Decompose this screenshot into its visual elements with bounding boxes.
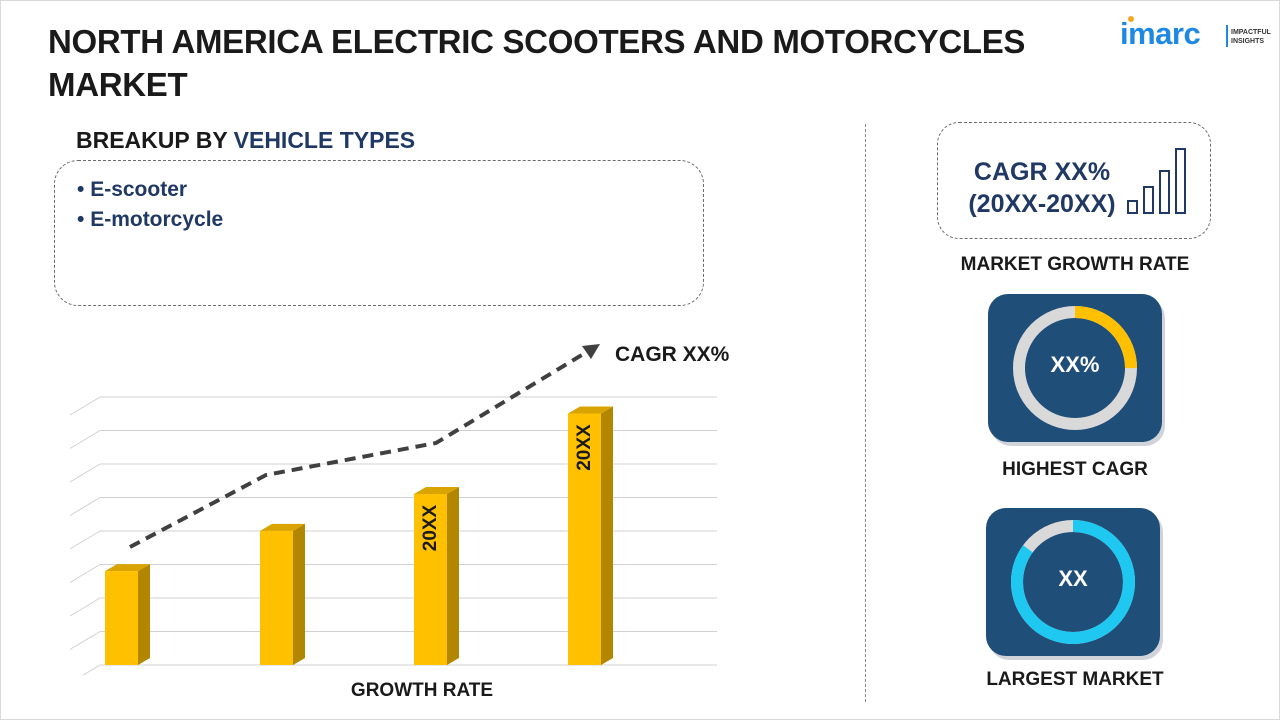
bar-data-label: 20XX bbox=[420, 504, 441, 551]
gridline-depth bbox=[69, 430, 101, 449]
bar-data-label: 20XX bbox=[574, 424, 595, 471]
bar bbox=[414, 494, 447, 665]
bar bbox=[105, 571, 138, 665]
gridline-depth bbox=[69, 631, 101, 650]
market-growth-label: MARKET GROWTH RATE bbox=[960, 254, 1190, 275]
growth-bars-icon bbox=[1127, 148, 1186, 214]
bar-side bbox=[138, 564, 150, 665]
breakup-heading-accent: VEHICLE TYPES bbox=[233, 127, 416, 153]
segment-list: • E-scooter • E-motorcycle bbox=[77, 175, 223, 235]
gridline-depth bbox=[69, 564, 101, 583]
breakup-heading-prefix: BREAKUP BY bbox=[76, 127, 234, 153]
gridline-depth bbox=[69, 597, 101, 617]
highest-cagr-card: XX% bbox=[988, 294, 1162, 442]
segment-item-label: E-motorcycle bbox=[90, 208, 224, 231]
trend-annotation: CAGR XX% bbox=[615, 343, 730, 366]
cagr-text: CAGR XX% (20XX-20XX) bbox=[952, 156, 1132, 220]
imarc-logo: imarc IMPACTFUL INSIGHTS bbox=[1120, 14, 1271, 58]
highest-cagr-label: HIGHEST CAGR bbox=[1002, 459, 1148, 480]
bar-side bbox=[447, 487, 459, 665]
bar-top bbox=[568, 406, 613, 414]
ring-progress bbox=[1011, 520, 1135, 644]
bar-top bbox=[260, 523, 305, 531]
gridline-depth bbox=[69, 396, 101, 416]
column-divider bbox=[865, 124, 866, 702]
logo-separator bbox=[1226, 25, 1228, 47]
logo-tagline: IMPACTFUL INSIGHTS bbox=[1231, 28, 1280, 46]
chart-x-label: GROWTH RATE bbox=[350, 680, 494, 701]
bar bbox=[568, 413, 601, 665]
logo-tagline-line2: INSIGHTS bbox=[1231, 38, 1265, 45]
breakup-heading: BREAKUP BY VEHICLE TYPES bbox=[76, 127, 415, 154]
trend-arrowhead bbox=[582, 344, 600, 359]
largest-market-label: LARGEST MARKET bbox=[986, 669, 1164, 690]
page-title: NORTH AMERICA ELECTRIC SCOOTERS AND MOTO… bbox=[48, 23, 1026, 103]
segment-item: • E-motorcycle bbox=[77, 208, 224, 231]
growth-chart: 20XX 20XX CAGR XX% bbox=[69, 343, 730, 675]
ring-progress bbox=[1013, 306, 1137, 430]
segment-item-label: E-scooter bbox=[90, 178, 188, 201]
largest-market-value: XX bbox=[1058, 566, 1088, 591]
gridline-depth bbox=[69, 530, 101, 550]
trend-line bbox=[129, 348, 592, 549]
gridline-depth bbox=[82, 664, 101, 675]
bar-side bbox=[601, 406, 613, 665]
largest-market-ring bbox=[1011, 520, 1135, 644]
segment-item: • E-scooter bbox=[77, 178, 188, 201]
cagr-value: CAGR XX% bbox=[973, 158, 1111, 186]
gridline-depth bbox=[69, 497, 101, 516]
largest-market-card: XX bbox=[986, 508, 1160, 656]
bar-top bbox=[105, 564, 150, 572]
logo-wordmark: imarc bbox=[1120, 16, 1201, 51]
segment-box: • E-scooter • E-motorcycle bbox=[54, 160, 704, 306]
highest-cagr-ring bbox=[1013, 306, 1137, 430]
gridline-depth bbox=[69, 463, 101, 483]
bar bbox=[260, 530, 293, 665]
bar-top bbox=[414, 487, 459, 494]
highest-cagr-value: XX% bbox=[1050, 352, 1100, 377]
logo-tagline-line1: IMPACTFUL bbox=[1231, 29, 1271, 36]
bar-side bbox=[293, 523, 305, 665]
cagr-box: CAGR XX% (20XX-20XX) bbox=[937, 122, 1211, 239]
logo-dot bbox=[1128, 16, 1134, 22]
cagr-period: (20XX-20XX) bbox=[968, 190, 1116, 218]
